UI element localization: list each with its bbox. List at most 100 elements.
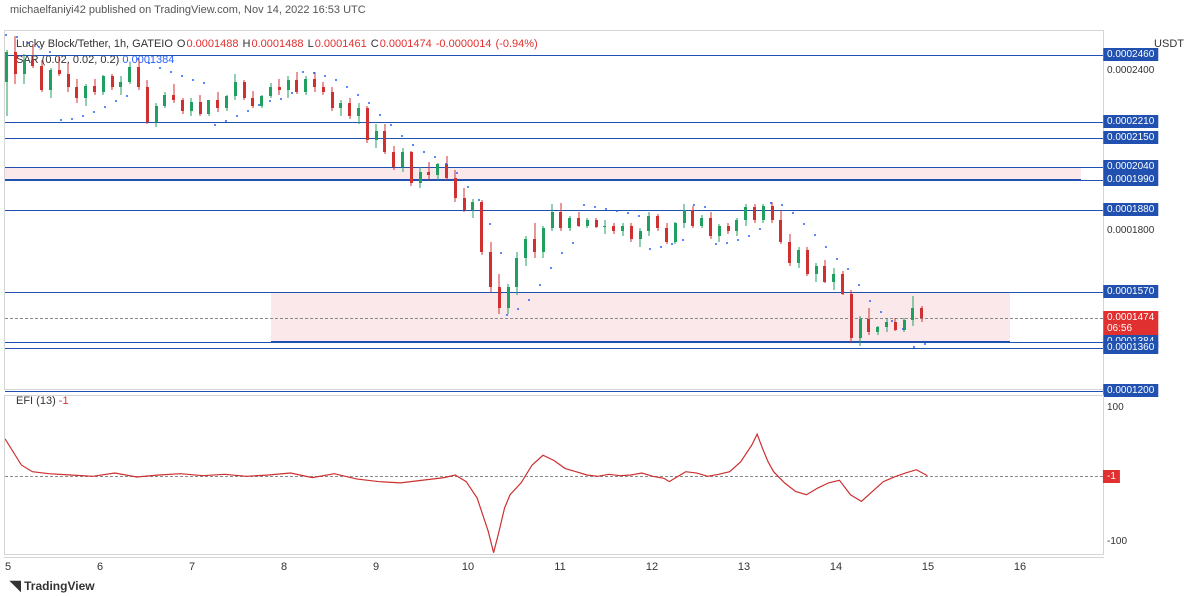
sar-dot <box>82 115 84 117</box>
sar-dot <box>737 239 739 241</box>
sar-dot <box>60 119 62 121</box>
price-level-label: 0.0002400 <box>1103 64 1158 77</box>
x-axis-tick: 10 <box>462 561 474 573</box>
sar-dot <box>539 284 541 286</box>
price-level-label: 0.0001570 <box>1103 285 1158 298</box>
sar-dot <box>500 252 502 254</box>
sar-dot <box>671 243 673 245</box>
sar-dot <box>825 246 827 248</box>
sar-dot <box>478 199 480 201</box>
price-line <box>5 122 1103 123</box>
efi-current-value: -1 <box>1103 470 1120 483</box>
sar-dot <box>137 58 139 60</box>
sar-dot <box>638 215 640 217</box>
sar-dot <box>616 210 618 212</box>
sar-dot <box>770 202 772 204</box>
price-line <box>5 210 1103 211</box>
efi-label-value: -1 <box>59 395 69 407</box>
efi-chart-area[interactable]: 100-100-1 <box>4 395 1104 555</box>
sar-dot <box>528 299 530 301</box>
price-line <box>5 180 1103 181</box>
price-level-label: 0.0002150 <box>1103 131 1158 144</box>
price-level-label: 0.0002040 <box>1103 160 1158 173</box>
sar-dot <box>49 51 51 53</box>
sar-dot <box>27 42 29 44</box>
sar-dot <box>792 212 794 214</box>
sar-dot <box>412 144 414 146</box>
current-price-line <box>5 318 1103 319</box>
x-axis-tick: 7 <box>189 561 195 573</box>
sar-dot <box>726 242 728 244</box>
sar-dot <box>682 239 684 241</box>
efi-scale-label: -100 <box>1103 536 1131 547</box>
sar-dot <box>858 284 860 286</box>
sar-dot <box>913 346 915 348</box>
sar-dot <box>836 258 838 260</box>
efi-indicator-label: EFI (13) -1 <box>16 395 69 407</box>
price-line <box>5 138 1103 139</box>
publish-header: michaelfaniyi42 published on TradingView… <box>10 4 366 16</box>
currency-label: USDT <box>1154 38 1184 50</box>
efi-label-text: EFI (13) <box>16 395 56 407</box>
x-axis-tick: 8 <box>281 561 287 573</box>
price-level-label: 0.0001990 <box>1103 173 1158 186</box>
sar-dot <box>71 118 73 120</box>
sar-dot <box>506 314 508 316</box>
sar-dot <box>814 234 816 236</box>
sar-dot <box>16 36 18 38</box>
efi-line-svg <box>5 396 1103 554</box>
sar-dot <box>924 343 926 345</box>
sar-dot <box>324 75 326 77</box>
price-level-label: 0.0002210 <box>1103 115 1158 128</box>
x-axis-tick: 12 <box>646 561 658 573</box>
price-chart-area[interactable]: 0.00024600.00024000.00022100.00021500.00… <box>4 30 1104 390</box>
sar-dot <box>291 92 293 94</box>
sar-dot <box>583 204 585 206</box>
sar-dot <box>93 111 95 113</box>
sar-dot <box>5 34 7 36</box>
sar-dot <box>192 79 194 81</box>
price-line <box>5 348 1103 349</box>
sar-dot <box>302 71 304 73</box>
sar-dot <box>379 114 381 116</box>
sar-dot <box>715 243 717 245</box>
price-level-label: 0.0001200 <box>1103 384 1158 397</box>
sar-dot <box>561 252 563 254</box>
sar-dot <box>258 104 260 106</box>
price-line <box>5 55 1103 56</box>
sar-dot <box>605 208 607 210</box>
sar-dot <box>170 71 172 73</box>
price-level-label: 0.0001880 <box>1103 203 1158 216</box>
sar-dot <box>159 67 161 69</box>
x-axis-tick: 5 <box>5 561 11 573</box>
sar-dot <box>236 115 238 117</box>
sar-dot <box>572 242 574 244</box>
sar-dot <box>203 82 205 84</box>
price-line <box>5 391 1103 392</box>
publisher: michaelfaniyi42 <box>10 4 86 16</box>
sar-dot <box>748 235 750 237</box>
publish-date: Nov 14, 2022 16:53 UTC <box>244 4 366 16</box>
price-line <box>5 342 1103 343</box>
sar-dot <box>467 186 469 188</box>
sar-dot <box>759 228 761 230</box>
sar-dot <box>489 223 491 225</box>
sar-dot <box>880 311 882 313</box>
sar-dot <box>627 212 629 214</box>
sar-dot <box>104 106 106 108</box>
x-axis-tick: 13 <box>738 561 750 573</box>
sar-dot <box>357 94 359 96</box>
price-level-label: 0.0001360 <box>1103 341 1158 354</box>
x-axis-tick: 11 <box>554 561 565 573</box>
sar-dot <box>280 98 282 100</box>
sar-dot <box>550 267 552 269</box>
sar-dot <box>445 163 447 165</box>
sar-dot <box>594 206 596 208</box>
current-price-label: 0.000147406:56 <box>1103 311 1158 335</box>
brand-text: TradingView <box>24 579 94 593</box>
x-axis-tick: 16 <box>1014 561 1026 573</box>
sar-dot <box>247 110 249 112</box>
sar-dot <box>181 75 183 77</box>
sar-dot <box>649 248 651 250</box>
sar-dot <box>401 135 403 137</box>
